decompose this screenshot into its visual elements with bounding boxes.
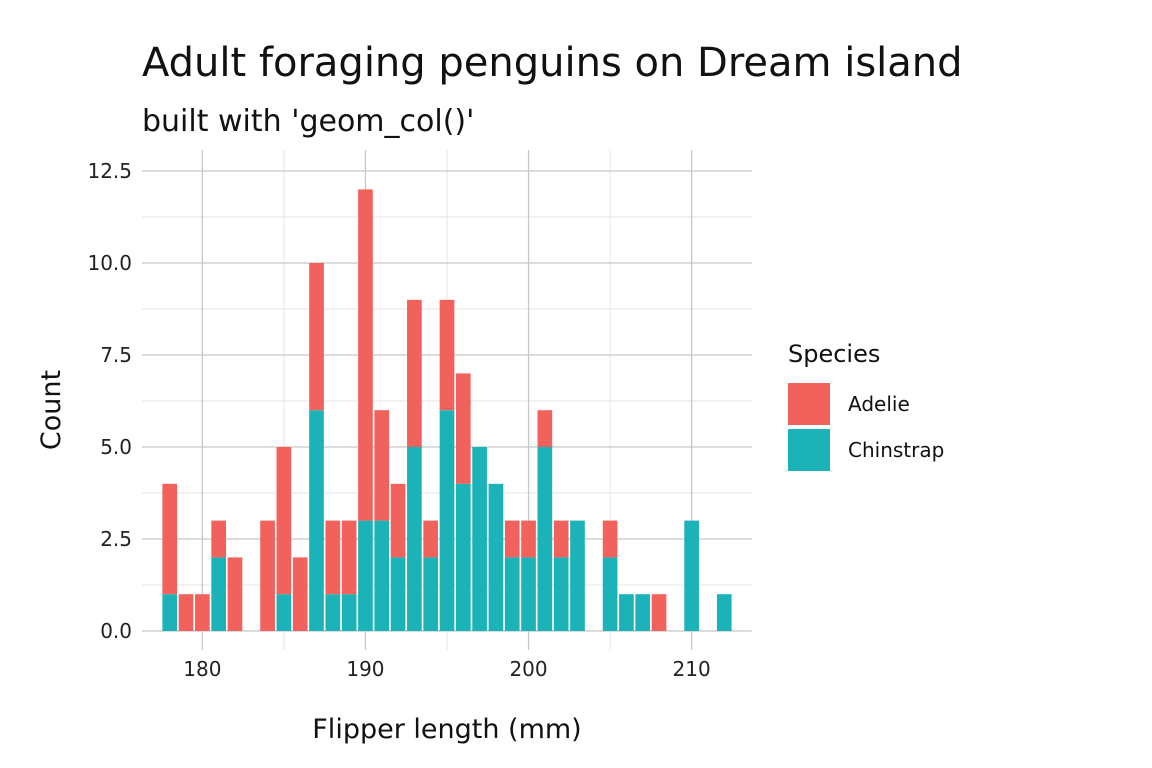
- bar-chinstrap-199: [504, 557, 520, 631]
- bar-adelie-178: [162, 483, 178, 595]
- bar-adelie-205: [602, 520, 618, 558]
- bar-adelie-179: [178, 594, 194, 631]
- bar-chinstrap-205: [602, 557, 618, 631]
- bar-chinstrap-189: [341, 594, 357, 631]
- bar-chinstrap-191: [374, 520, 390, 631]
- y-tick-label: 0.0: [100, 619, 132, 643]
- bar-adelie-195: [439, 299, 455, 411]
- bar-chinstrap-193: [407, 447, 422, 631]
- bar-chinstrap-201: [537, 447, 553, 631]
- x-tick-label: 210: [673, 657, 711, 681]
- bar-chinstrap-212: [716, 594, 732, 631]
- legend-key-chinstrap: [788, 429, 830, 471]
- y-tick-label: 12.5: [87, 159, 132, 183]
- x-tick-label: 190: [346, 657, 384, 681]
- bar-adelie-185: [276, 447, 292, 595]
- x-tick-label: 200: [509, 657, 547, 681]
- bar-adelie-188: [325, 520, 341, 595]
- y-axis-title: Count: [36, 370, 67, 450]
- chart-title: Adult foraging penguins on Dream island: [142, 40, 963, 86]
- bar-chinstrap-196: [455, 483, 471, 631]
- bar-adelie-202: [553, 520, 569, 558]
- legend-key-adelie: [788, 383, 830, 425]
- bar-adelie-189: [341, 520, 357, 595]
- bar-chinstrap-195: [439, 410, 455, 631]
- bar-adelie-192: [390, 483, 406, 558]
- bars: [162, 189, 732, 631]
- y-axis-ticks: 0.0 2.5 5.0 7.5 10.0 12.5: [87, 159, 132, 643]
- bar-adelie-182: [227, 557, 243, 631]
- x-axis-ticks: 180 190 200 210: [183, 657, 710, 681]
- bar-chinstrap-203: [570, 520, 585, 631]
- bar-chinstrap-200: [521, 557, 536, 631]
- bar-adelie-199: [504, 520, 520, 558]
- y-tick-label: 5.0: [100, 435, 132, 459]
- legend-label-adelie: Adelie: [848, 392, 910, 416]
- bar-chinstrap-187: [309, 410, 324, 631]
- x-axis-title: Flipper length (mm): [312, 714, 581, 745]
- legend-title: Species: [788, 340, 881, 368]
- bar-chinstrap-197: [472, 447, 487, 631]
- bar-chinstrap-188: [325, 594, 341, 631]
- legend-label-chinstrap: Chinstrap: [848, 438, 945, 462]
- bar-chinstrap-207: [635, 594, 651, 631]
- bar-chinstrap-210: [684, 520, 699, 631]
- bar-chinstrap-194: [423, 557, 439, 631]
- bar-adelie-201: [537, 410, 553, 447]
- legend: Species Adelie Chinstrap: [788, 340, 944, 474]
- bar-adelie-208: [651, 594, 667, 631]
- bar-chinstrap-178: [162, 594, 178, 631]
- bar-adelie-193: [407, 299, 422, 447]
- y-tick-label: 7.5: [100, 343, 132, 367]
- bar-adelie-190: [358, 189, 373, 521]
- bar-adelie-180: [195, 594, 210, 631]
- legend-item-chinstrap: Chinstrap: [788, 428, 944, 472]
- bar-adelie-184: [260, 520, 275, 631]
- bar-chinstrap-185: [276, 594, 292, 631]
- bar-chinstrap-206: [619, 594, 634, 631]
- bar-chinstrap-190: [358, 520, 373, 631]
- legend-item-adelie: Adelie: [788, 382, 944, 426]
- bar-chinstrap-198: [488, 483, 504, 631]
- bar-chinstrap-192: [390, 557, 406, 631]
- bar-adelie-200: [521, 520, 536, 558]
- x-tick-label: 180: [183, 657, 221, 681]
- y-tick-label: 2.5: [100, 527, 132, 551]
- bar-adelie-186: [292, 557, 308, 631]
- bar-adelie-194: [423, 520, 439, 558]
- bar-chinstrap-181: [211, 557, 226, 631]
- bar-chinstrap-202: [553, 557, 569, 631]
- bar-adelie-191: [374, 410, 390, 521]
- bar-adelie-187: [309, 263, 324, 411]
- bar-adelie-181: [211, 520, 226, 558]
- chart-subtitle: built with 'geom_col()': [142, 104, 475, 139]
- y-tick-label: 10.0: [87, 251, 132, 275]
- bar-adelie-196: [455, 373, 471, 484]
